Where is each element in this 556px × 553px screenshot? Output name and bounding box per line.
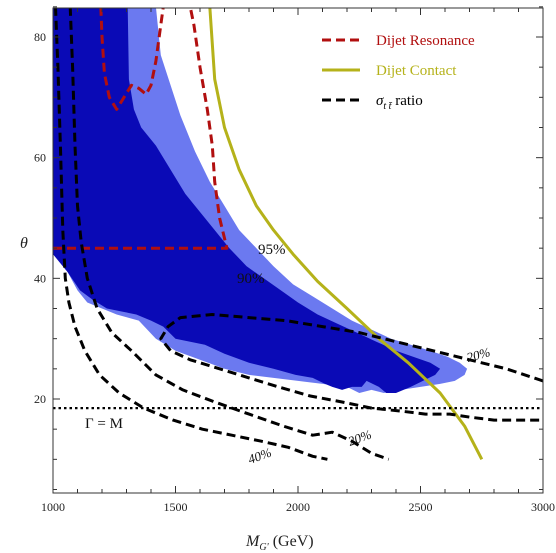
legend-label-dijet-contact: Dijet Contact — [376, 63, 457, 79]
annotation-90: 90% — [237, 271, 265, 287]
annotation-40: 40% — [246, 445, 274, 467]
series-line-3-0 — [68, 8, 390, 461]
y-tick-label: 20 — [34, 392, 46, 406]
x-axis-label-sub: G' — [259, 542, 269, 553]
y-axis-label: θ — [20, 235, 28, 252]
x-tick-label: 1500 — [164, 500, 188, 514]
annotation-20-lower: 20% — [346, 427, 374, 449]
legend-ratio-word: ratio — [391, 93, 422, 109]
ticks-layer: 1000 1500 2000 2500 3000 20 40 60 80 — [34, 6, 555, 514]
regions-layer — [53, 8, 468, 393]
series-line-4-0 — [159, 313, 543, 422]
x-tick-label: 3000 — [531, 500, 555, 514]
region-90-percent — [53, 8, 441, 393]
legend-label-dijet-resonance: Dijet Resonance — [376, 33, 475, 49]
y-tick-label: 80 — [34, 30, 46, 44]
series-line-0-0 — [53, 8, 229, 250]
legend-sigma: σ — [376, 93, 384, 109]
axis-labels: θ MG' (GeV) — [20, 235, 314, 553]
series-line-0-1 — [99, 8, 165, 111]
series-layer — [53, 8, 543, 461]
x-axis-label-main: M — [245, 533, 261, 550]
annotation-20-upper: 20% — [465, 344, 492, 365]
y-tick-label: 40 — [34, 271, 46, 285]
annotation-gamma: Γ = M — [85, 416, 123, 432]
legend-sigma-subscript: t t̄ — [383, 101, 392, 112]
x-axis-label: MG' (GeV) — [245, 533, 314, 553]
series-line-1-0 — [208, 8, 484, 460]
x-tick-label: 2000 — [286, 500, 310, 514]
legend: Dijet Resonance Dijet Contact σt t̄ rati… — [322, 33, 475, 112]
y-tick-label: 60 — [34, 151, 46, 165]
x-axis-label-unit: (GeV) — [273, 533, 314, 550]
x-tick-label: 1000 — [41, 500, 65, 514]
legend-label-sigma-ratio: σt t̄ ratio — [376, 93, 423, 112]
x-tick-label: 2500 — [409, 500, 433, 514]
annotation-95: 95% — [258, 242, 286, 258]
